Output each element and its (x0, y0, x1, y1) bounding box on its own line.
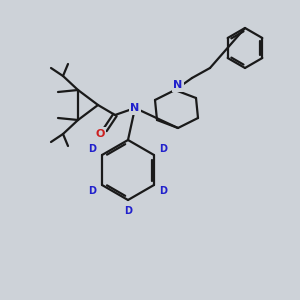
Text: N: N (130, 103, 140, 113)
Text: N: N (173, 80, 183, 90)
Text: D: D (124, 206, 132, 216)
Text: D: D (88, 145, 97, 154)
Text: D: D (88, 185, 97, 196)
Text: D: D (160, 185, 167, 196)
Text: O: O (95, 129, 105, 139)
Text: D: D (160, 145, 167, 154)
